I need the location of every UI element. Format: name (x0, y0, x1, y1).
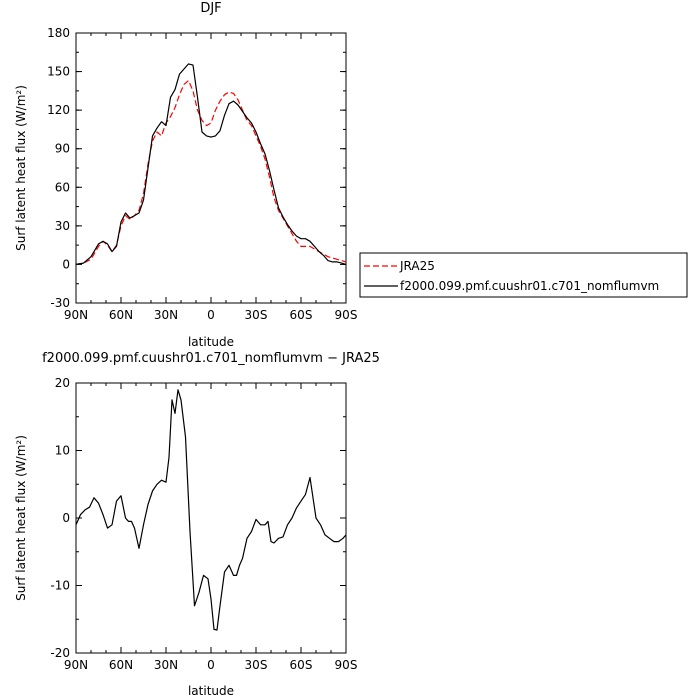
legend-box (359, 252, 688, 298)
ytick-label: 150 (47, 65, 70, 79)
ytick-label: 0 (62, 257, 70, 271)
xtick-label: 60N (109, 308, 133, 322)
chart-bottom-xtick-labels: 90N 60N 30N 0 30S 60S 90S (64, 383, 358, 672)
ytick-label: 10 (55, 444, 70, 458)
xtick-label: 30S (245, 308, 268, 322)
xtick-label: 30N (154, 308, 178, 322)
legend-label-model: f2000.099.pmf.cuushr01.c701_nomflumvm (400, 279, 659, 293)
xtick-label: 30S (245, 658, 268, 672)
series-line-difference (75, 389, 347, 631)
chart-bottom-ylabel: Surf latent heat flux (W/m²) (14, 435, 28, 601)
chart-top-ylabel: Surf latent heat flux (W/m²) (14, 85, 28, 251)
xtick-label: 60N (109, 658, 133, 672)
xtick-label: 90N (64, 308, 88, 322)
series-line-f2000-099-pmf-cuushr01-c701-nomflumvm (75, 63, 347, 265)
ytick-label: 20 (55, 376, 70, 390)
ytick-label: -20 (50, 646, 70, 660)
ytick-label: 90 (55, 142, 70, 156)
xtick-label: 60S (290, 308, 313, 322)
chart-top-title: DJF (200, 1, 221, 16)
xtick-label: 90S (335, 308, 358, 322)
ytick-label: 180 (47, 26, 70, 40)
ytick-label: 0 (62, 511, 70, 525)
chart-top-plot-frame (75, 32, 347, 304)
chart-top-ytick-labels: -30 0 30 60 90 120 150 180 (47, 26, 346, 310)
series-line-jra25 (75, 79, 347, 265)
chart-top-series-lines (75, 63, 347, 265)
chart-bottom-plot-frame (75, 382, 347, 654)
xtick-label: 90S (335, 658, 358, 672)
xtick-label: 0 (207, 658, 215, 672)
chart-bottom-series-lines (75, 389, 347, 631)
chart-top-xtick-labels: 90N 60N 30N 0 30S 60S 90S (64, 33, 358, 322)
ytick-label: 30 (55, 219, 70, 233)
ytick-label: 60 (55, 180, 70, 194)
ytick-label: -30 (50, 296, 70, 310)
chart-bottom-title: f2000.099.pmf.cuushr01.c701_nomflumvm − … (42, 351, 380, 366)
chart-bottom: f2000.099.pmf.cuushr01.c701_nomflumvm − … (14, 351, 380, 698)
xtick-label: 30N (154, 658, 178, 672)
chart-bottom-ytick-labels: -20 -10 0 10 20 (50, 376, 346, 660)
chart-bottom-xlabel: latitude (188, 684, 234, 698)
chart-top-xlabel: latitude (188, 335, 234, 349)
chart-top-legend: JRA25 f2000.099.pmf.cuushr01.c701_nomflu… (359, 252, 688, 298)
xtick-label: 60S (290, 658, 313, 672)
chart-top: DJF 90N 60N 30N 0 30S 60S 90S -30 0 30 60 90 120 150… (14, 1, 357, 349)
ytick-label: -10 (50, 579, 70, 593)
xtick-label: 0 (207, 308, 215, 322)
xtick-label: 90N (64, 658, 88, 672)
legend-label-jra25: JRA25 (399, 259, 435, 273)
ytick-label: 120 (47, 103, 70, 117)
